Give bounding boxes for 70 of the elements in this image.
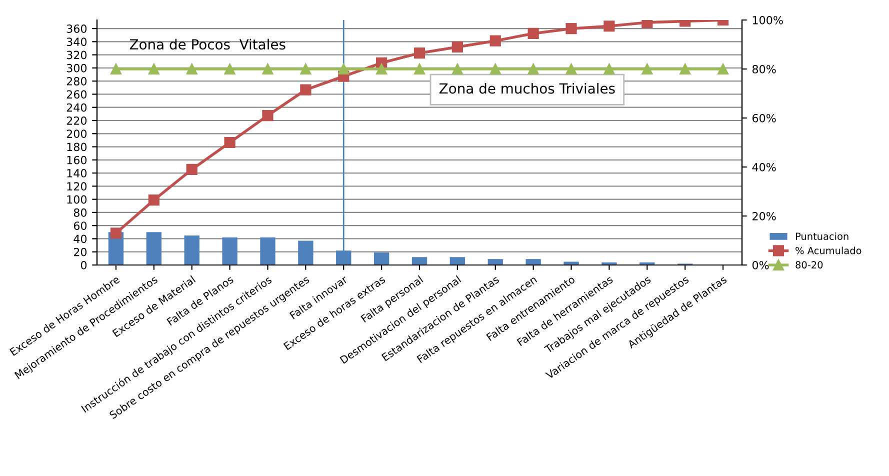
- bar: [184, 235, 200, 265]
- point: [528, 63, 539, 75]
- point: [224, 63, 236, 75]
- bar: [450, 257, 466, 265]
- y2-tick-label: 0%: [752, 260, 769, 270]
- y-tick-label: 340: [66, 38, 87, 46]
- point: [262, 63, 274, 75]
- point: [338, 63, 350, 75]
- legend-label: % Acumulado: [796, 246, 862, 254]
- point: [452, 41, 463, 53]
- y-tick-label: 200: [66, 130, 87, 138]
- point: [680, 63, 691, 75]
- point: [376, 63, 388, 75]
- y-tick-label: 280: [66, 77, 87, 86]
- y-tick-label: 60: [74, 222, 87, 230]
- bar: [260, 237, 276, 265]
- point: [148, 63, 160, 75]
- y-tick-label: 40: [74, 234, 87, 244]
- legend-label: 80-20: [796, 261, 823, 269]
- point: [300, 63, 312, 75]
- bar: [298, 240, 314, 265]
- annotation: Zona de muchos Triviales: [439, 82, 615, 94]
- point: [224, 136, 236, 148]
- y2-tick-label: 100%: [752, 16, 783, 24]
- y-tick-label: 260: [66, 90, 87, 99]
- bar: [412, 257, 428, 265]
- point: [110, 228, 122, 239]
- annotation: Zona de Pocos Vitales: [130, 38, 286, 50]
- bar: [488, 259, 503, 265]
- point: [528, 28, 539, 40]
- y-tick-label: 140: [67, 169, 87, 178]
- point: [566, 23, 577, 34]
- y-tick-label: 180: [67, 142, 87, 152]
- y-tick-label: 80: [74, 208, 87, 217]
- point: [148, 194, 160, 206]
- legend-label: Puntuacion: [796, 232, 848, 240]
- y-tick-label: 100: [67, 195, 87, 204]
- point: [566, 63, 577, 75]
- point: [642, 63, 653, 75]
- y-tick-label: 220: [66, 116, 87, 125]
- bar: [146, 232, 162, 265]
- point: [262, 110, 274, 122]
- point: [490, 35, 501, 46]
- y2-tick-label: 20%: [752, 212, 776, 220]
- point: [414, 48, 426, 59]
- y-tick-label: 20: [74, 248, 87, 256]
- point: [604, 63, 615, 75]
- y-tick-label: 360: [66, 24, 87, 33]
- y2-tick-label: 60%: [752, 114, 776, 122]
- point: [186, 63, 198, 75]
- point: [604, 20, 615, 32]
- y-tick-label: 300: [66, 64, 87, 72]
- y-tick-label: 160: [67, 156, 87, 164]
- bar: [526, 259, 541, 265]
- y-tick-label: 320: [66, 50, 87, 60]
- y2-tick-label: 80%: [752, 64, 776, 74]
- bar: [222, 237, 238, 265]
- point: [414, 63, 426, 75]
- bar: [564, 262, 579, 265]
- bar: [374, 252, 390, 265]
- point: [300, 84, 312, 96]
- y-tick-label: 120: [67, 182, 87, 191]
- point: [717, 63, 729, 75]
- y2-tick-label: 40%: [752, 162, 776, 172]
- point: [110, 63, 122, 75]
- y-tick-label: 240: [66, 103, 87, 112]
- point: [186, 164, 198, 176]
- point: [452, 63, 463, 75]
- point: [490, 63, 501, 75]
- y-tick-label: 0: [80, 260, 87, 270]
